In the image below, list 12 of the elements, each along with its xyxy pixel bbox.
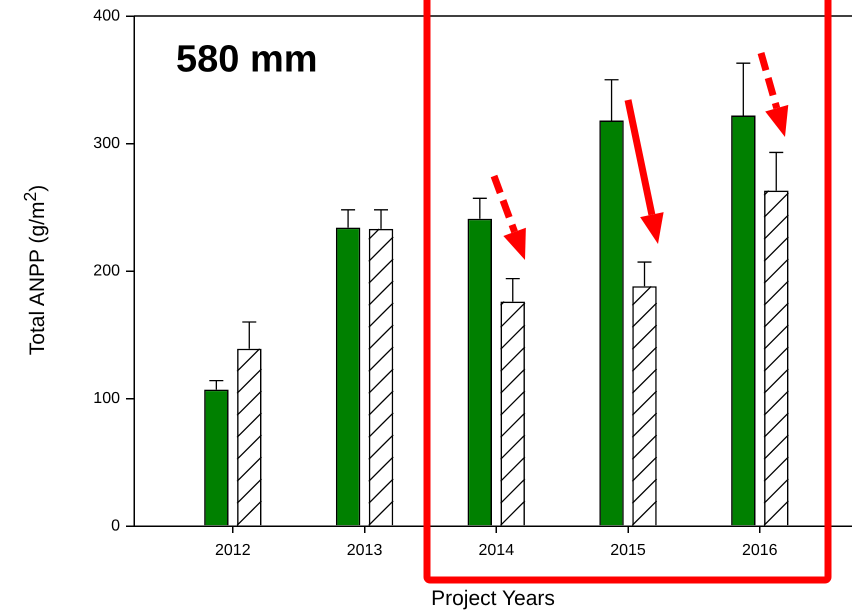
annotation: 580 mm: [176, 38, 318, 80]
y-tick-label: 400: [93, 7, 120, 24]
x-tick-label: 2016: [742, 542, 778, 560]
y-tick-label: 300: [93, 134, 120, 152]
x-tick-label: 2013: [346, 542, 382, 560]
y-tick-label: 0: [111, 517, 120, 534]
x-tick-label: 2014: [478, 542, 514, 560]
y-tick-label: 200: [93, 262, 120, 280]
x-tick-label: 2015: [610, 542, 646, 560]
y-tick-label: 100: [93, 390, 120, 407]
x-tick-label: 2012: [215, 542, 251, 560]
x-axis-title: Project Years: [431, 587, 555, 610]
